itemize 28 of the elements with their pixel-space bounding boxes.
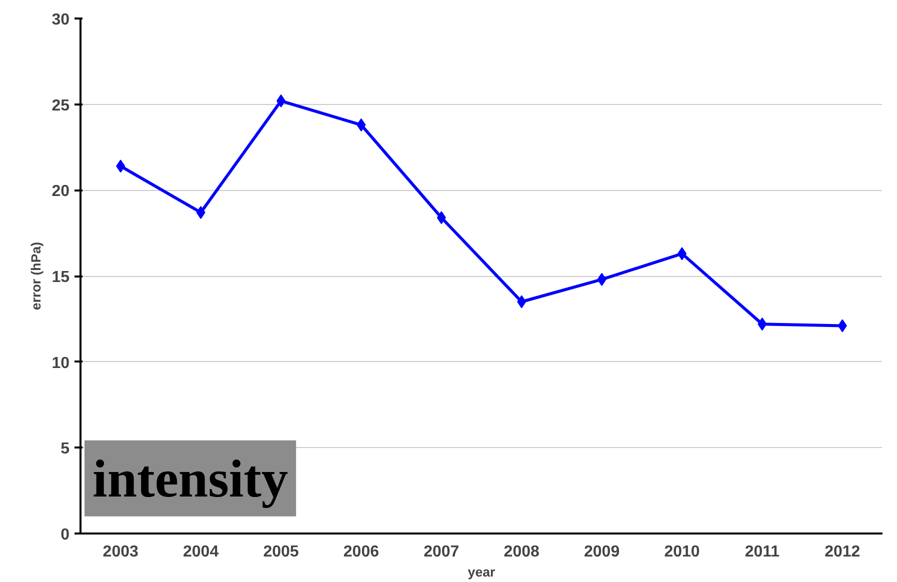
y-tick-label: 30 [52,12,70,28]
x-tick-label: 2006 [343,544,380,560]
x-tick-label: 2011 [744,544,780,560]
y-tick-label: 20 [52,183,70,200]
x-tick-label: 2004 [183,544,219,560]
point [116,160,126,173]
y-axis-title: error (hPa) [28,242,44,310]
y-tick-label: 0 [60,526,70,544]
annotation: intensity [92,448,288,508]
x-tick-label: 2007 [424,544,460,560]
point [838,319,847,332]
point [597,272,606,286]
point [356,118,366,132]
x-tick-label: 2005 [263,544,299,560]
point [517,295,526,308]
x-tick-label: 2009 [584,544,620,560]
point [436,211,446,224]
y-tick-label: 10 [52,354,70,372]
y-tick-label: 25 [52,97,70,114]
x-tick-label: 2008 [504,544,540,560]
point [196,206,206,219]
y-tick-label: 5 [60,440,70,458]
point [758,318,767,331]
y-tick-label: 15 [52,269,70,286]
x-tick-label: 2012 [824,544,860,560]
x-axis-title: year [468,564,496,580]
x-tick-label: 2003 [102,544,138,560]
x-tick-label: 2010 [664,544,700,560]
